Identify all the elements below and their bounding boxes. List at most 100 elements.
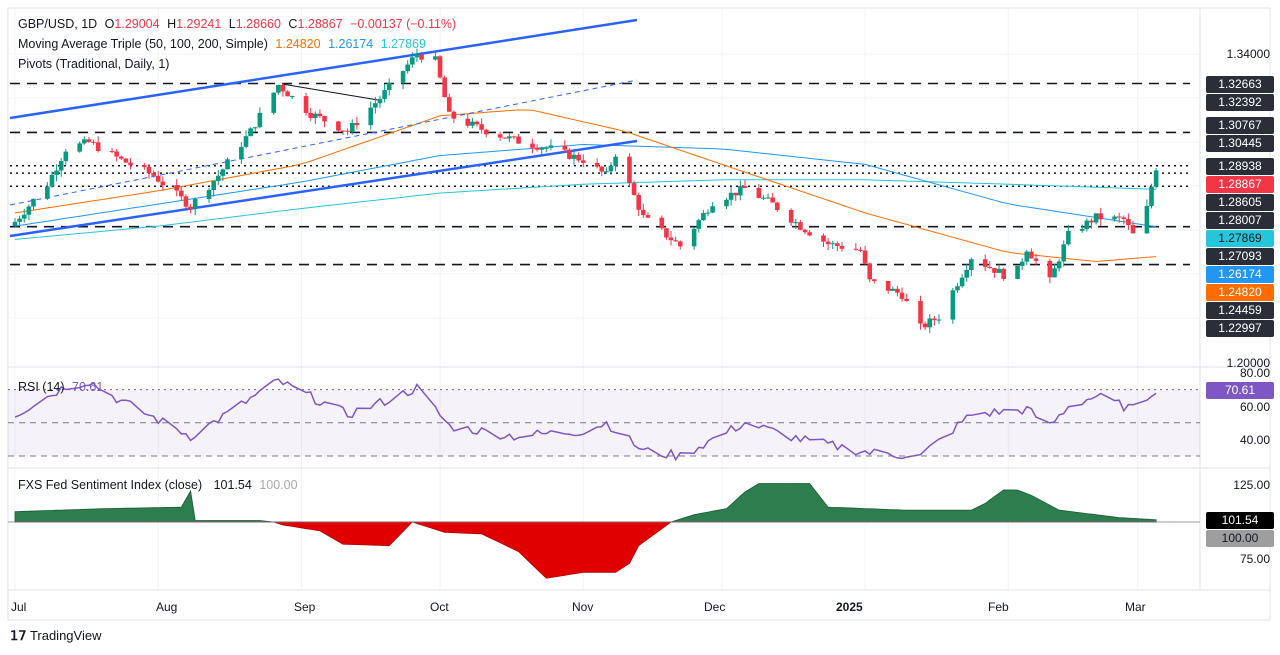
lower-trendline[interactable] xyxy=(9,139,638,238)
candle-body xyxy=(992,268,997,273)
candle-body xyxy=(1033,258,1039,261)
rsi-legend-value: 70.61 xyxy=(72,380,104,394)
candle-body xyxy=(793,222,799,224)
price-tag: 1.27869 xyxy=(1206,229,1274,247)
low-value: 1.28660 xyxy=(235,17,281,31)
candle-body xyxy=(354,122,360,126)
candle-body xyxy=(446,97,452,112)
fed-legend-label: FXS Fed Sentiment Index (close) xyxy=(18,478,203,492)
time-label-mar: Mar xyxy=(1125,600,1146,614)
candle-body xyxy=(807,232,812,236)
candle-body xyxy=(599,166,605,172)
candle-body xyxy=(987,266,993,269)
candle-body xyxy=(109,151,115,153)
price-tag: 1.28867 xyxy=(1206,175,1274,193)
candle-body xyxy=(1024,251,1030,262)
rsi-pane xyxy=(8,378,1200,461)
time-label-aug: Aug xyxy=(156,600,178,614)
candle-body xyxy=(239,146,244,160)
rsi-value-tag: 70.61 xyxy=(1206,382,1274,399)
candle-body xyxy=(775,202,780,211)
candle-body xyxy=(705,212,711,214)
time-label-jul: Jul xyxy=(11,600,27,614)
candle-body xyxy=(1079,229,1085,231)
candle-body xyxy=(724,199,729,207)
candle-body xyxy=(895,288,900,293)
candle-body xyxy=(151,173,156,176)
candle-body xyxy=(761,197,766,199)
candle-body xyxy=(821,235,826,242)
pivots-legend[interactable]: Pivots (Traditional, Daily, 1) xyxy=(18,57,170,71)
mid-trendline[interactable] xyxy=(9,79,638,206)
fed-axis-75: 75.00 xyxy=(1239,552,1270,566)
candle-body xyxy=(280,85,286,92)
candle-body xyxy=(936,319,942,321)
candle-body xyxy=(904,298,909,302)
tradingview-logo[interactable]: 𝟣𝟩 TradingView xyxy=(10,628,101,644)
open-value: 1.29004 xyxy=(114,17,160,31)
candle-body xyxy=(571,154,577,159)
candle-body xyxy=(580,160,586,163)
price-tag: 1.30445 xyxy=(1206,135,1274,153)
candle-body xyxy=(206,190,212,200)
candle-body xyxy=(45,186,50,199)
candle-body xyxy=(530,143,535,148)
candle-body xyxy=(788,210,794,223)
candle-body xyxy=(673,240,678,242)
candle-body xyxy=(1130,225,1136,234)
candle-body xyxy=(155,175,161,182)
candle-body xyxy=(890,288,896,291)
upper-trendline[interactable] xyxy=(9,18,638,120)
ma-legend[interactable]: Moving Average Triple (50, 100, 200, Sim… xyxy=(18,37,430,51)
symbol-title[interactable]: GBP/USD, 1D xyxy=(18,17,98,31)
candle-body xyxy=(576,154,581,161)
ma200-value: 1.27869 xyxy=(380,37,426,51)
candle-body xyxy=(95,142,101,152)
candle-body xyxy=(386,82,392,91)
candle-body xyxy=(142,165,147,167)
candle-body xyxy=(433,56,438,60)
candle-body xyxy=(862,250,868,264)
candle-body xyxy=(373,103,378,108)
candle-body xyxy=(982,259,988,267)
candle-body xyxy=(225,159,230,170)
candle-body xyxy=(220,169,226,176)
candle-body xyxy=(1061,244,1067,262)
candle-body xyxy=(539,148,544,150)
candle-body xyxy=(922,323,928,328)
moving-averages xyxy=(14,109,1157,263)
candle-body xyxy=(613,156,618,166)
candle-body xyxy=(1089,220,1094,223)
candle-body xyxy=(114,151,119,157)
candle-body xyxy=(437,56,443,78)
tradingview-logo-icon: 𝟣𝟩 xyxy=(10,628,27,643)
candle-body xyxy=(696,220,702,229)
candle-body xyxy=(691,228,697,247)
candle-body xyxy=(118,156,124,159)
candle-body xyxy=(192,199,198,209)
low-label: L xyxy=(228,17,236,31)
fed-legend[interactable]: FXS Fed Sentiment Index (close) 101.54 1… xyxy=(18,478,302,492)
price-tag: 1.28938 xyxy=(1206,157,1274,175)
candle-body xyxy=(86,139,92,142)
candle-body xyxy=(996,268,1002,273)
candle-body xyxy=(733,192,739,196)
candle-body xyxy=(336,121,341,131)
candle-body xyxy=(160,181,166,186)
candle-body xyxy=(664,228,669,238)
candle-body xyxy=(511,136,517,138)
ma100-line xyxy=(14,143,1157,228)
candle-body xyxy=(26,206,32,215)
candle-body xyxy=(830,243,836,245)
candle-body xyxy=(765,197,771,199)
swing-line[interactable] xyxy=(281,83,379,101)
rsi-legend[interactable]: RSI (14) 70.61 xyxy=(18,380,107,394)
rsi-legend-label: RSI (14) xyxy=(18,380,65,394)
candle-body xyxy=(345,130,350,132)
candle-body xyxy=(710,206,715,213)
candle-body xyxy=(63,151,69,162)
fed-base-tag: 100.00 xyxy=(1206,530,1274,547)
candle-body xyxy=(1066,230,1071,245)
candle-body xyxy=(932,318,937,321)
